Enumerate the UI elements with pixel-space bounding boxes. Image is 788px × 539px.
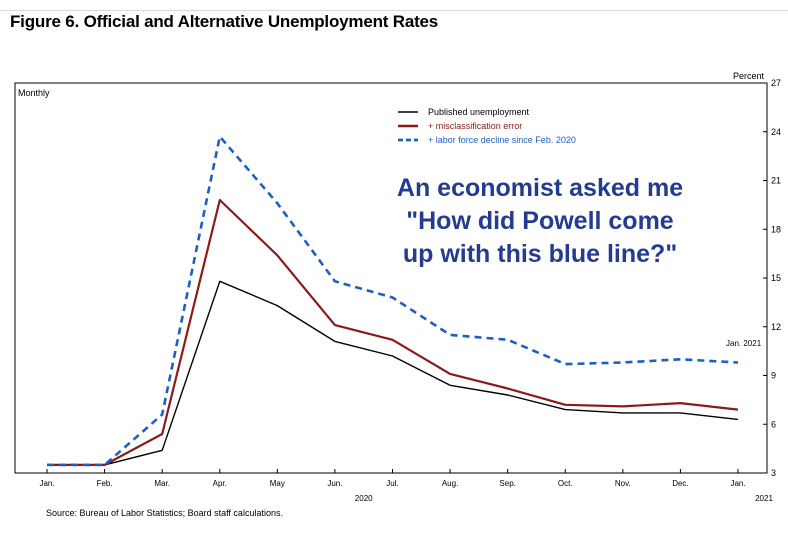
overlay-line-3: up with this blue line?": [402, 240, 678, 268]
figure-title: Figure 6. Official and Alternative Unemp…: [10, 12, 439, 31]
published-line: [47, 280, 739, 466]
legend-published-label: Published unemployment: [428, 107, 530, 117]
misclassification-line: [47, 198, 739, 466]
y-tick-label: 24: [771, 127, 781, 137]
plot-frame: [14, 82, 768, 474]
y-tick-label: 9: [771, 371, 776, 381]
x-tick-label: Dec.: [672, 479, 688, 488]
labor-force-line: [47, 135, 739, 467]
y-tick-label: 15: [771, 273, 781, 283]
x-tick-label: Oct.: [558, 479, 573, 488]
x-tick-label: Apr.: [213, 479, 227, 488]
source-note: Source: Bureau of Labor Statistics; Boar…: [46, 508, 283, 518]
left-axis-label: Monthly: [18, 88, 50, 98]
y-tick-label: 27: [771, 78, 781, 88]
legend: Published unemployment + misclassificatio…: [398, 107, 576, 145]
x-tick-label: Mar.: [154, 479, 170, 488]
series-group: [47, 135, 739, 467]
x-tick-label: May: [270, 479, 285, 488]
right-axis-label: Percent: [733, 71, 765, 81]
legend-labor-force-label: + labor force decline since Feb. 2020: [428, 135, 576, 145]
x-tick-label: Aug.: [442, 479, 458, 488]
x-tick-label: Jun.: [327, 479, 342, 488]
overlay-line-2: "How did Powell come: [406, 207, 674, 235]
x-tick-label: Nov.: [615, 479, 631, 488]
end-annotation: Jan. 2021: [726, 339, 762, 348]
y-tick-label: 6: [771, 419, 776, 429]
y-tick-label: 12: [771, 322, 781, 332]
legend-misclassification-label: + misclassification error: [428, 121, 522, 131]
y-tick-label: 21: [771, 176, 781, 186]
top-divider: [0, 10, 788, 11]
y-tick-label: 18: [771, 224, 781, 234]
x-tick-label: Sep.: [499, 479, 515, 488]
year-label-2020: 2020: [355, 494, 373, 503]
overlay-line-1: An economist asked me: [396, 174, 684, 202]
y-tick-label: 3: [771, 468, 776, 478]
year-label-2021: 2021: [755, 494, 773, 503]
axis-ticks: 3 6 9 12 15 18 21 24 27 Jan. Feb. Mar. Apr. May Jun. Ju…: [39, 78, 781, 503]
x-tick-label: Feb.: [97, 479, 113, 488]
x-tick-label: Jul.: [386, 479, 398, 488]
x-tick-label: Jan.: [730, 479, 745, 488]
overlay-annotation: An economist asked me "How did Powell co…: [330, 172, 750, 271]
x-tick-label: Jan.: [39, 479, 54, 488]
